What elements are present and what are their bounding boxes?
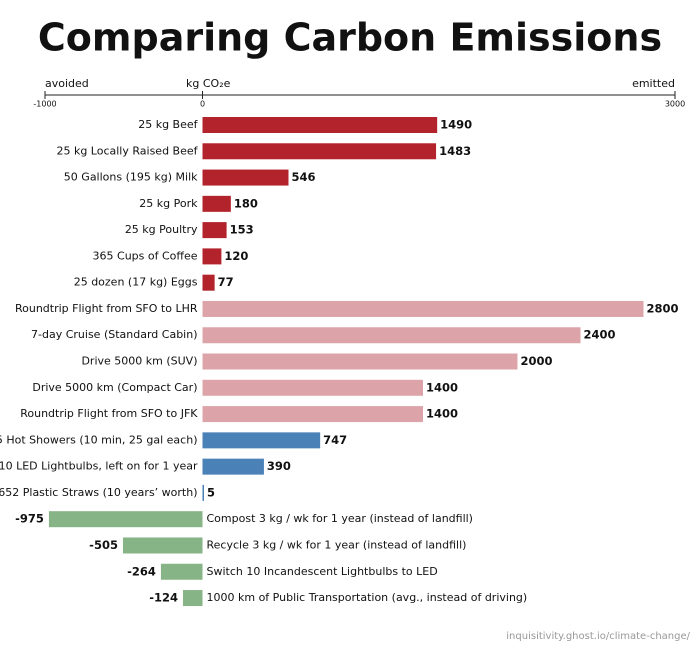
- bar: [202, 248, 222, 265]
- axis-label: avoided: [45, 77, 89, 90]
- category-label: Recycle 3 kg / wk for 1 year (instead of…: [207, 538, 467, 551]
- category-label: 25 kg Locally Raised Beef: [56, 144, 198, 157]
- category-label: 25 kg Pork: [139, 197, 198, 210]
- category-label: 50 Gallons (195 kg) Milk: [64, 171, 198, 184]
- value-label: -124: [149, 591, 178, 605]
- bar: [202, 379, 423, 396]
- category-label: Roundtrip Flight from SFO to LHR: [15, 302, 198, 315]
- category-label: Drive 5000 km (Compact Car): [32, 381, 197, 394]
- category-label: 25 dozen (17 kg) Eggs: [74, 276, 198, 289]
- bar: [202, 327, 581, 344]
- value-label: 390: [267, 459, 291, 473]
- axis-label: emitted: [632, 77, 675, 90]
- value-label: -505: [89, 538, 118, 552]
- value-label: 1483: [439, 144, 471, 158]
- bar: [202, 117, 438, 133]
- value-label: 180: [234, 196, 258, 210]
- category-label: 3652 Plastic Straws (10 years’ worth): [0, 486, 198, 499]
- value-label: 5: [207, 485, 215, 499]
- value-label: 77: [218, 275, 234, 289]
- bar: [160, 563, 203, 580]
- value-label: 2800: [647, 301, 679, 315]
- bar: [202, 195, 231, 212]
- chart-title: Comparing Carbon Emissions: [38, 16, 662, 60]
- source: inquisitivity.ghost.io/climate-change/: [506, 631, 690, 642]
- category-label: 365 Cups of Coffee: [93, 249, 198, 262]
- value-label: -975: [15, 512, 44, 526]
- axis-label: kg CO₂e: [186, 77, 231, 90]
- bar: [182, 590, 203, 607]
- bar: [202, 406, 423, 423]
- value-label: 153: [230, 223, 254, 237]
- value-label: 120: [224, 249, 248, 263]
- x-tick-label: 3000: [665, 100, 685, 109]
- category-label: 25 kg Beef: [138, 118, 198, 131]
- bar: [202, 169, 289, 186]
- x-tick-label: -1000: [33, 100, 56, 109]
- category-label: Drive 5000 km (SUV): [81, 355, 197, 368]
- x-tick-label: 0: [200, 100, 205, 109]
- bar: [202, 432, 321, 449]
- category-label: 10 LED Lightbulbs, left on for 1 year: [0, 460, 198, 473]
- bar: [202, 353, 518, 370]
- value-label: 1400: [426, 380, 458, 394]
- value-label: 747: [323, 433, 347, 447]
- bar: [202, 458, 264, 475]
- value-label: -264: [127, 564, 156, 578]
- value-label: 2000: [521, 354, 553, 368]
- bar: [202, 274, 215, 291]
- bar: [202, 300, 644, 317]
- bar: [202, 484, 204, 501]
- category-label: Switch 10 Incandescent Lightbulbs to LED: [207, 565, 438, 578]
- category-label: 1000 km of Public Transportation (avg., …: [207, 591, 528, 604]
- category-label: 7-day Cruise (Standard Cabin): [31, 328, 197, 341]
- category-label: Compost 3 kg / wk for 1 year (instead of…: [207, 512, 473, 525]
- value-label: 1400: [426, 407, 458, 421]
- category-label: 365 Hot Showers (10 min, 25 gal each): [0, 433, 198, 446]
- bar: [48, 511, 203, 528]
- category-label: 25 kg Poultry: [125, 223, 198, 236]
- bar: [202, 222, 227, 239]
- bar: [202, 143, 437, 160]
- value-label: 546: [291, 170, 315, 184]
- bar: [122, 537, 203, 554]
- category-label: Roundtrip Flight from SFO to JFK: [20, 407, 198, 420]
- value-label: 2400: [584, 328, 616, 342]
- value-label: 1490: [440, 118, 472, 132]
